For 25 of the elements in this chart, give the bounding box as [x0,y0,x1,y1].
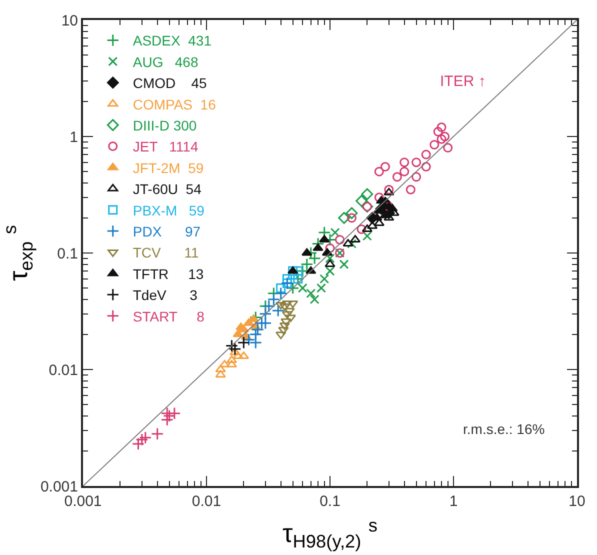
x-tick-label: 1 [449,493,458,510]
legend-label: TFTR 13 [132,266,204,282]
y-tick-label: 0.01 [48,362,78,379]
legend-label: CMOD 45 [132,75,207,92]
legend-label: TdeV 3 [132,287,198,304]
legend-label: ASDEX 431 [132,32,212,49]
y-tick-label: 10 [61,12,78,30]
y-tick-label: 0.001 [40,478,78,496]
x-tick-label: 0.1 [320,493,340,510]
legend-label: PDX 97 [132,224,201,240]
annotation: r.m.s.e.: 16% [463,421,545,437]
legend-label: JFT-2M 59 [132,160,204,176]
legend-label: AUG 468 [132,54,198,70]
legend-label: JT-60U 54 [132,181,202,198]
legend-label: START 8 [132,308,205,324]
x-tick-label: 10 [568,493,586,510]
legend-label: TCV 11 [132,244,199,261]
x-tick-label: 0.01 [192,493,222,510]
legend-label: DIII-D 300 [132,118,197,134]
annotation: ITER ↑ [440,73,486,90]
legend-label: PBX-M 59 [132,202,205,218]
y-tick-label: 1 [70,128,78,146]
legend-label: COMPAS 16 [132,96,216,112]
legend-label: JET 1114 [132,138,198,155]
y-tick-label: 0.1 [57,245,78,262]
